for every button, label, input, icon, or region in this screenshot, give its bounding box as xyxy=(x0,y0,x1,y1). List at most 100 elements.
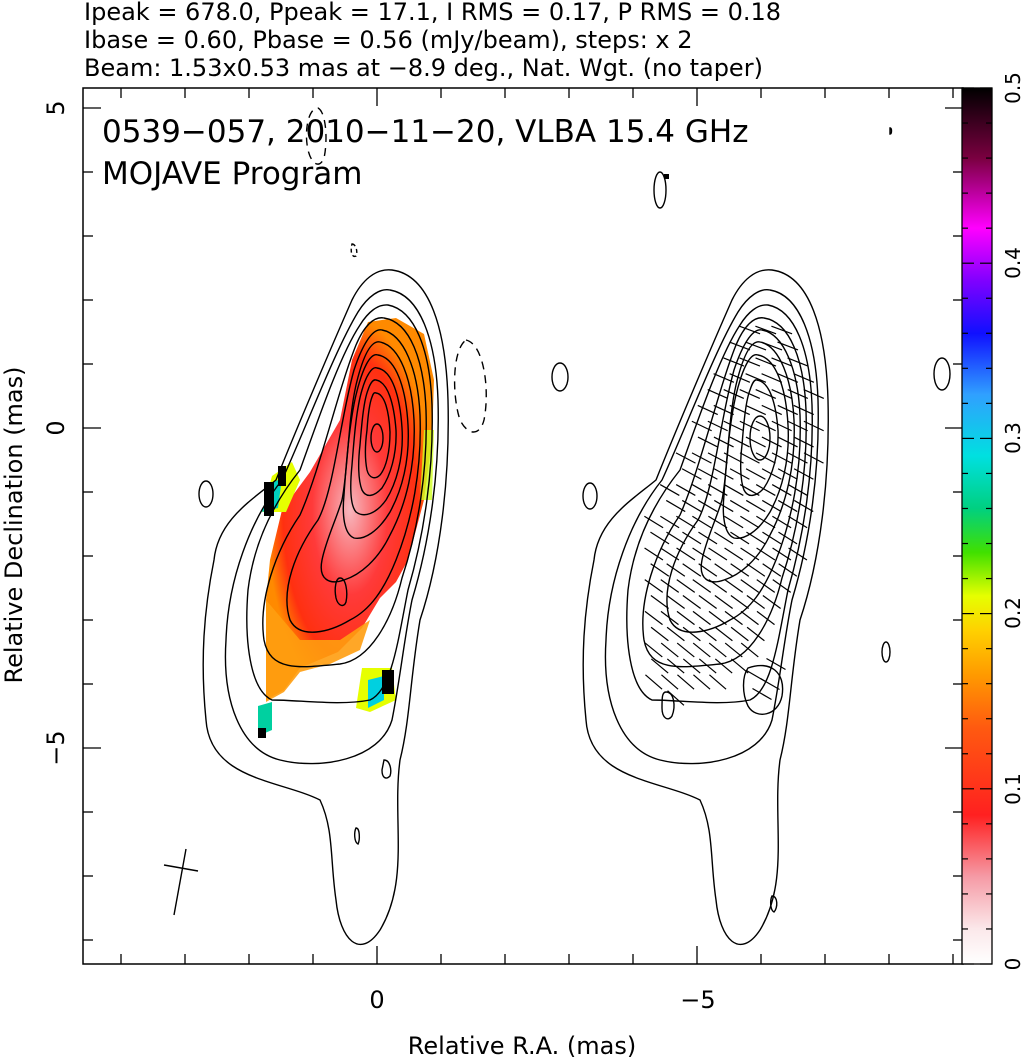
evpa-tick xyxy=(660,642,679,658)
evpa-tick xyxy=(691,484,712,496)
evpa-tick xyxy=(745,341,767,351)
left-contour-6 xyxy=(320,341,415,583)
left-contour-4 xyxy=(262,317,427,668)
right-contour-blob-7 xyxy=(889,127,893,135)
evpa-tick xyxy=(666,658,685,674)
evpa-tick xyxy=(676,547,696,561)
evpa-tick xyxy=(755,357,777,367)
evpa-tick xyxy=(788,515,808,529)
evpa-tick xyxy=(793,404,814,416)
evpa-tick xyxy=(730,531,750,545)
evpa-tick xyxy=(778,531,798,545)
evpa-tick xyxy=(740,579,760,593)
evpa-tick xyxy=(691,420,712,432)
evpa-tick xyxy=(714,626,733,642)
evpa-tick xyxy=(752,687,772,701)
evpa-tick xyxy=(666,595,685,609)
polarization-edge-lower-left xyxy=(258,702,272,736)
evpa-tick xyxy=(730,595,749,609)
evpa-tick xyxy=(793,499,814,513)
evpa-tick xyxy=(697,499,718,513)
evpa-tick xyxy=(697,404,718,416)
evpa-tick xyxy=(713,436,734,448)
colorbar-tick-label-0.2: 0.2 xyxy=(1001,597,1022,629)
evpa-tick xyxy=(762,563,782,577)
evpa-tick xyxy=(729,468,750,480)
evpa-tick xyxy=(723,452,744,464)
evpa-tick xyxy=(676,642,695,658)
evpa-tick xyxy=(777,468,798,480)
y-tick-label-0: 0 xyxy=(42,420,70,435)
evpa-tick xyxy=(730,658,749,674)
plot-area xyxy=(163,107,951,946)
evpa-tick xyxy=(682,595,701,609)
evpa-tick xyxy=(644,547,664,561)
evpa-tick xyxy=(650,626,669,642)
evpa-tick xyxy=(777,499,798,513)
polarization-edge-lower-cyan xyxy=(368,676,384,708)
polarization-orange-fringe xyxy=(266,600,370,702)
right-contour-3 xyxy=(626,304,813,704)
left-contour-core xyxy=(370,423,384,453)
evpa-tick xyxy=(787,484,808,496)
evpa-tick xyxy=(713,404,734,416)
colorbar-tick-label-0.1: 0.1 xyxy=(1001,773,1022,805)
evpa-tick xyxy=(746,531,766,545)
evpa-tick xyxy=(692,515,712,529)
evpa-tick xyxy=(761,373,783,383)
evpa-tick xyxy=(659,484,680,496)
evpa-tick xyxy=(677,674,695,690)
evpa-tick xyxy=(772,515,792,529)
evpa-tick xyxy=(803,420,824,432)
right-contour-outer xyxy=(582,269,829,946)
left-contour-2 xyxy=(224,289,439,765)
evpa-tick xyxy=(755,325,777,335)
evpa-tick xyxy=(675,452,696,464)
evpa-tick xyxy=(745,404,766,416)
axis-ticks xyxy=(83,88,963,964)
colorbar-tick-label-0.3: 0.3 xyxy=(1001,422,1022,454)
polarization-edge-black-3 xyxy=(382,670,394,694)
evpa-tick xyxy=(787,420,808,432)
evpa-tick xyxy=(793,468,814,480)
right-contour-blob-3 xyxy=(933,357,951,391)
right-marker-square xyxy=(664,174,669,179)
colorbar-ticks xyxy=(962,87,992,965)
evpa-tick xyxy=(772,579,792,593)
evpa-tick xyxy=(698,626,717,642)
right-contour-8 xyxy=(739,379,779,497)
evpa-tick xyxy=(724,579,744,593)
evpa-tick xyxy=(676,610,695,626)
evpa-tick xyxy=(713,499,734,513)
left-contour-10 xyxy=(364,392,391,479)
evpa-tick xyxy=(650,531,670,545)
left-intensity-contours xyxy=(198,107,487,946)
evpa-tick xyxy=(777,373,799,383)
left-contour-7 xyxy=(342,354,410,539)
evpa-tick xyxy=(739,325,761,335)
evpa-tick xyxy=(724,642,743,658)
polarization-edge-black-4 xyxy=(258,728,266,738)
evpa-tick xyxy=(682,563,702,577)
evpa-tick xyxy=(697,468,718,480)
evpa-tick xyxy=(739,357,761,367)
right-contour-blob-2 xyxy=(551,362,569,392)
evpa-tick xyxy=(644,579,664,593)
evpa-tick xyxy=(675,484,696,496)
evpa-tick xyxy=(739,420,760,432)
evpa-tick xyxy=(740,610,759,626)
evpa-tick xyxy=(739,389,761,399)
evpa-tick xyxy=(745,468,766,480)
evpa-tick xyxy=(746,626,765,642)
left-contour-outer xyxy=(202,269,449,946)
evpa-tick xyxy=(708,547,728,561)
left-contour-8 xyxy=(350,367,404,516)
left-contour-5 xyxy=(286,329,421,633)
evpa-tick xyxy=(724,610,743,626)
evpa-tick xyxy=(707,389,729,399)
evpa-tick xyxy=(746,563,766,577)
evpa-tick xyxy=(645,674,663,690)
y-tick-label-5: 5 xyxy=(42,100,70,115)
evpa-tick xyxy=(787,452,808,464)
evpa-tick xyxy=(723,484,744,496)
